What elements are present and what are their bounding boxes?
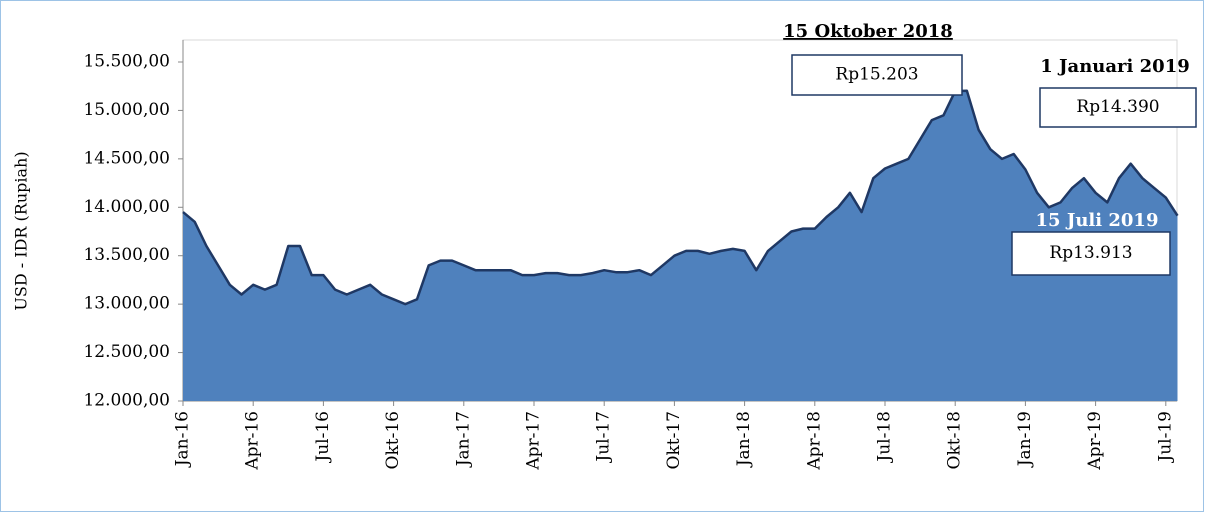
x-tick-label: Apr-16 <box>243 411 263 471</box>
annotation-box <box>791 54 963 96</box>
annotation-text: Rp14.390 <box>1076 97 1159 117</box>
y-tick-label: 12.000,00 <box>83 391 170 411</box>
y-tick-label: 14.000,00 <box>83 197 170 217</box>
annotation-text: Rp13.913 <box>1049 243 1132 263</box>
x-tick-label: Apr-18 <box>804 411 824 471</box>
x-tick-label: Okt-17 <box>664 411 684 469</box>
annotation-box <box>1011 231 1171 276</box>
x-tick-label: Jul-16 <box>313 411 333 464</box>
line <box>182 89 1179 306</box>
y-tick-label: 15.500,00 <box>83 52 170 72</box>
annotation-title: 1 Januari 2019 <box>1040 56 1190 77</box>
y-tick-label: 12.500,00 <box>83 342 170 362</box>
y-tick-label: 13.500,00 <box>83 245 170 265</box>
x-tick-label: Jan-19 <box>1015 411 1035 468</box>
x-tick-label: Jul-17 <box>594 411 614 464</box>
area <box>183 90 1178 402</box>
x-tick-label: Jul-18 <box>875 411 895 464</box>
x-tick-label: Apr-17 <box>524 411 544 471</box>
x-tick-label: Jan-16 <box>173 411 193 468</box>
x-tick-label: Jan-18 <box>734 411 754 468</box>
y-tick-label: 15.000,00 <box>83 100 170 120</box>
annotation-box <box>1039 87 1197 128</box>
annotation-text: Rp15.203 <box>835 65 918 85</box>
y-tick-label: 14.500,00 <box>83 148 170 168</box>
x-tick-label: Apr-19 <box>1085 411 1105 471</box>
y-axis-label: USD - IDR (Rupiah) <box>12 151 31 310</box>
x-tick-label: Okt-18 <box>945 411 965 469</box>
annotation-title: 15 Juli 2019 <box>1036 210 1159 231</box>
y-tick-label: 13.000,00 <box>83 294 170 314</box>
x-tick-label: Jul-19 <box>1155 411 1175 464</box>
x-tick-label: Jan-17 <box>453 411 473 468</box>
x-tick-label: Okt-16 <box>383 411 403 469</box>
annotation-title: 15 Oktober 2018 <box>783 21 953 42</box>
